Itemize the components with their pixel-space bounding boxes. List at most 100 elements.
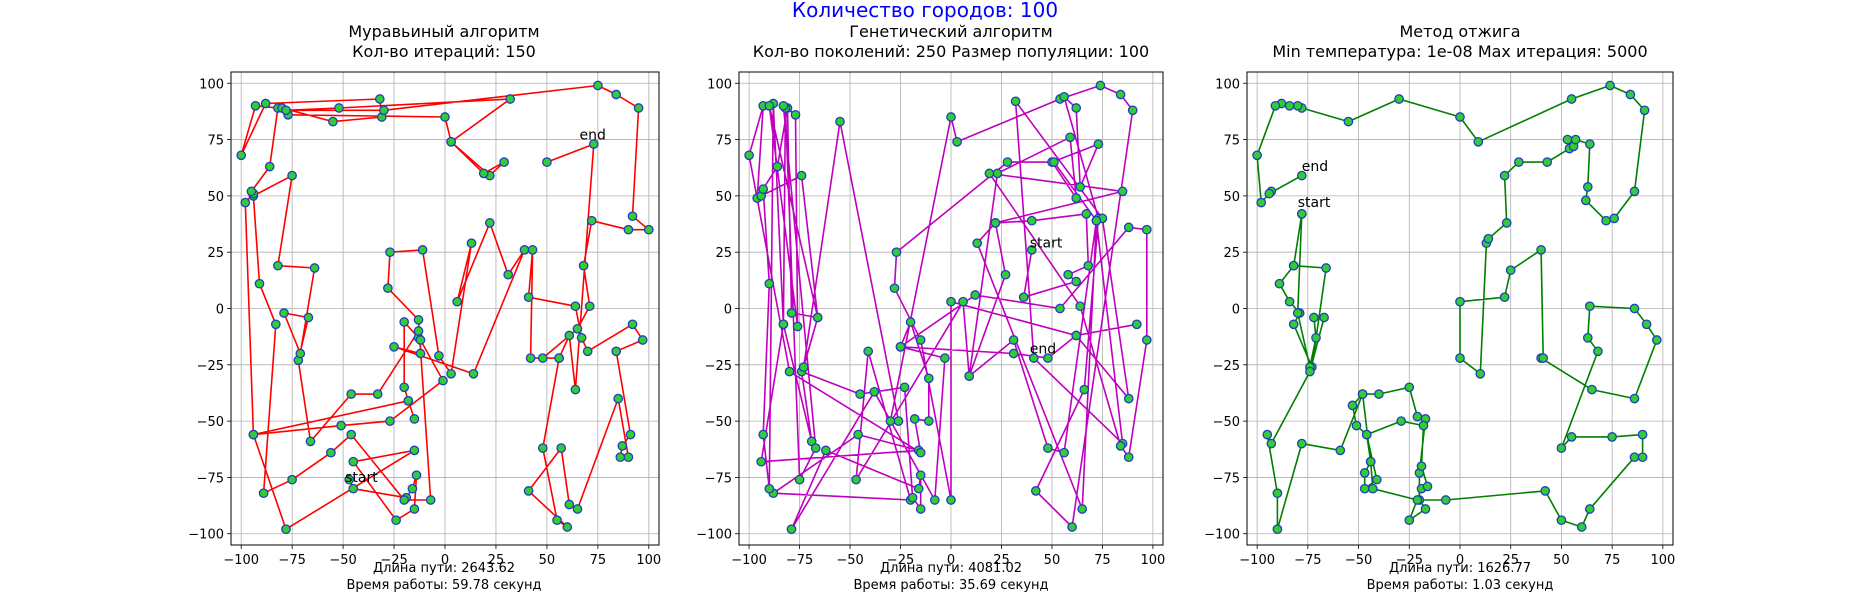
city-marker xyxy=(613,393,624,404)
y-tick-label: 0 xyxy=(724,303,732,318)
city-marker xyxy=(1418,420,1429,431)
y-tick-label: 75 xyxy=(207,134,224,149)
y-tick-label: 100 xyxy=(1215,77,1240,92)
panel-subtitle: Кол-во поколений: 250 Размер популяции: … xyxy=(753,42,1149,61)
city-marker xyxy=(1065,132,1075,143)
city-marker xyxy=(525,353,536,363)
city-marker xyxy=(1440,495,1451,505)
city-marker xyxy=(1010,96,1021,107)
y-tick-label: 75 xyxy=(715,134,732,149)
city-marker xyxy=(254,278,265,289)
city-marker xyxy=(542,157,552,167)
city-marker xyxy=(1473,136,1484,147)
city-marker xyxy=(295,348,306,359)
city-marker xyxy=(582,346,593,357)
x-tick-label: −100 xyxy=(1239,553,1275,568)
city-marker xyxy=(1639,105,1650,116)
city-marker xyxy=(778,319,789,330)
city-marker xyxy=(403,395,414,406)
city-marker xyxy=(1584,139,1595,149)
city-marker xyxy=(869,386,880,397)
panel-title: Генетический алгоритм xyxy=(849,22,1052,41)
city-marker xyxy=(946,296,956,307)
city-marker xyxy=(413,314,424,325)
route-path xyxy=(748,84,1148,531)
city-marker xyxy=(383,283,393,294)
city-marker xyxy=(1083,260,1094,271)
city-marker xyxy=(756,456,767,467)
city-marker xyxy=(895,341,906,352)
y-tick-label: 100 xyxy=(707,77,732,92)
x-tick-label: 25 xyxy=(488,553,505,568)
city-marker xyxy=(346,389,357,399)
x-tick-label: 100 xyxy=(636,553,661,568)
city-marker xyxy=(446,368,456,379)
city-marker xyxy=(905,317,916,327)
city-marker xyxy=(1026,245,1037,255)
city-marker xyxy=(1266,438,1277,449)
city-marker xyxy=(415,335,426,345)
city-marker xyxy=(1584,504,1595,514)
city-marker xyxy=(764,278,775,289)
annotation-start: start xyxy=(345,470,378,486)
city-marker xyxy=(281,105,291,116)
city-marker xyxy=(258,488,269,499)
city-marker xyxy=(1141,335,1152,345)
city-marker xyxy=(855,389,865,399)
x-tick-label: 0 xyxy=(947,553,955,568)
city-marker xyxy=(1081,209,1092,219)
city-marker xyxy=(1609,213,1620,224)
city-marker xyxy=(1309,312,1319,323)
city-marker xyxy=(1455,296,1465,307)
city-marker xyxy=(1637,429,1648,440)
city-marker xyxy=(1651,335,1662,345)
path-length-caption: Длина пути: 2643.62 xyxy=(373,561,515,576)
city-marker xyxy=(1540,486,1551,496)
city-marker xyxy=(984,168,995,179)
city-marker xyxy=(399,317,410,327)
runtime-caption: Время работы: 59.78 секунд xyxy=(347,578,542,593)
city-marker xyxy=(915,504,926,514)
city-marker xyxy=(1416,461,1427,472)
city-marker xyxy=(1629,303,1640,314)
city-marker xyxy=(1335,445,1346,456)
city-marker xyxy=(246,186,257,197)
city-marker xyxy=(1351,420,1362,431)
city-marker xyxy=(1296,170,1307,181)
city-marker xyxy=(1123,393,1134,404)
city-marker xyxy=(425,495,436,505)
city-marker xyxy=(1501,218,1512,228)
city-marker xyxy=(764,100,775,111)
city-marker xyxy=(627,319,638,330)
city-marker xyxy=(891,247,902,258)
runtime-caption: Время работы: 1.03 секунд xyxy=(1367,578,1554,593)
city-marker xyxy=(523,486,534,496)
y-tick-label: 50 xyxy=(715,190,732,205)
city-marker xyxy=(1412,411,1423,422)
city-marker xyxy=(499,157,509,167)
city-marker xyxy=(929,495,940,505)
city-marker xyxy=(853,429,863,440)
city-marker xyxy=(923,416,934,426)
y-tick-label: −25 xyxy=(197,359,224,374)
city-marker xyxy=(1587,384,1597,395)
x-tick-label: 25 xyxy=(1502,553,1519,568)
city-marker xyxy=(851,474,861,485)
city-marker xyxy=(305,436,316,447)
city-marker xyxy=(1284,100,1295,111)
city-marker xyxy=(334,103,344,113)
city-marker xyxy=(1272,488,1283,499)
axes-frame xyxy=(230,71,660,546)
city-marker xyxy=(578,260,589,271)
city-marker xyxy=(1067,522,1077,532)
city-marker xyxy=(411,470,422,481)
y-tick-label: 25 xyxy=(1223,246,1240,261)
city-marker xyxy=(758,429,769,440)
city-marker xyxy=(885,416,896,426)
route-path xyxy=(1256,84,1658,531)
city-marker xyxy=(326,447,336,458)
city-marker xyxy=(1079,384,1090,395)
city-marker xyxy=(1063,269,1073,280)
city-marker xyxy=(1343,116,1354,127)
city-marker xyxy=(1091,215,1102,226)
